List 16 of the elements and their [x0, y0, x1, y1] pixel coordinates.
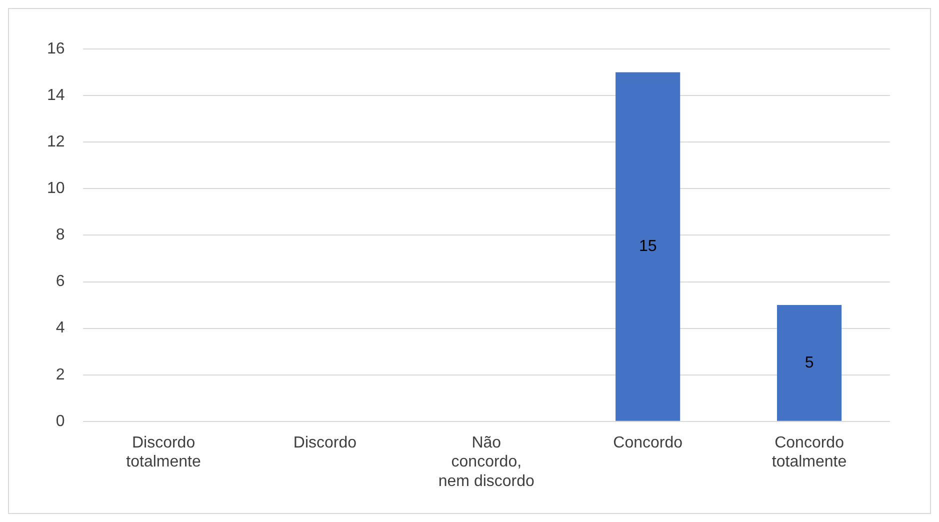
y-tick-label: 8 — [56, 226, 65, 244]
y-tick-label: 2 — [56, 366, 65, 384]
y-tick-label: 0 — [56, 412, 65, 430]
x-tick-label: Não concordo, nem discordo — [438, 434, 535, 490]
y-tick-label: 14 — [47, 86, 65, 104]
y-tick-label: 6 — [56, 273, 65, 290]
x-tick-label: Discordo totalmente — [126, 434, 201, 471]
y-tick-label: 16 — [47, 40, 65, 58]
x-tick-label: Discordo — [293, 434, 357, 452]
x-tick-label: Concordo — [613, 434, 683, 452]
y-tick-label: 10 — [47, 180, 65, 198]
data-label: 15 — [638, 238, 657, 255]
y-tick-label: 4 — [56, 320, 65, 337]
y-tick-label: 12 — [47, 134, 65, 151]
x-tick-label: Concordo totalmente — [772, 434, 847, 471]
data-label: 5 — [804, 354, 814, 372]
